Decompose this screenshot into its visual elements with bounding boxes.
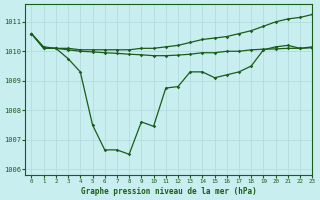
X-axis label: Graphe pression niveau de la mer (hPa): Graphe pression niveau de la mer (hPa) (81, 187, 257, 196)
